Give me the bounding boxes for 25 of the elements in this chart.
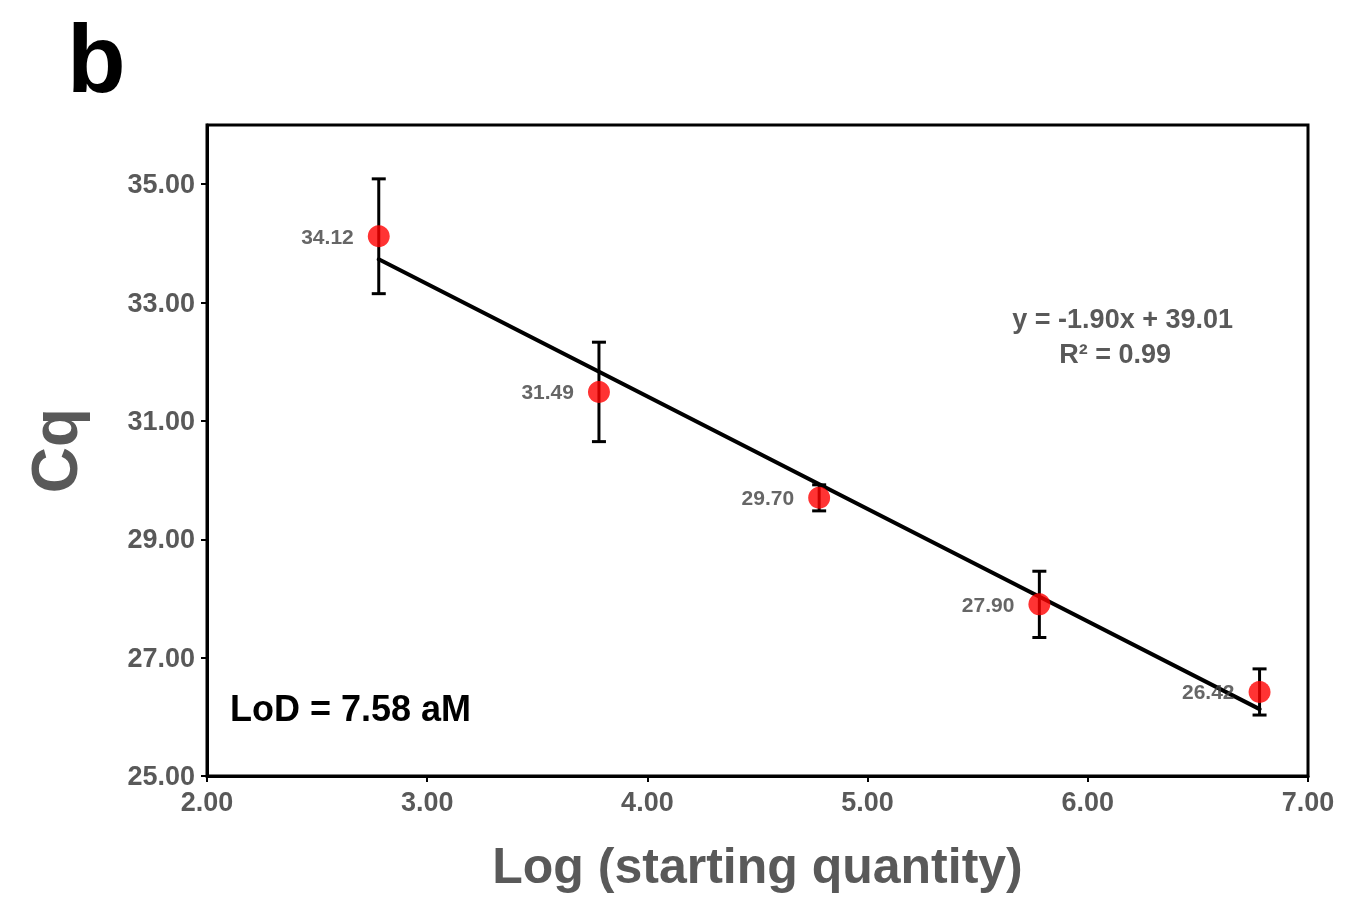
x-tick-label: 5.00 (841, 786, 894, 817)
data-label: 31.49 (521, 380, 574, 404)
y-tick-label: 35.00 (127, 169, 195, 200)
x-axis-title: Log (starting quantity) (492, 838, 1023, 894)
x-tick-label: 4.00 (621, 786, 674, 817)
x-tick-label: 7.00 (1281, 786, 1335, 817)
annotation: R² = 0.99 (1059, 338, 1171, 369)
point (1248, 680, 1271, 703)
point (367, 225, 390, 248)
y-tick-label: 29.00 (127, 524, 195, 555)
x-tick-label: 3.00 (400, 786, 454, 817)
annotation: y = -1.90x + 39.01 (1012, 303, 1234, 334)
y-tick-label: 31.00 (127, 405, 195, 436)
point (587, 380, 610, 403)
y-axis-title: Cq (19, 407, 91, 494)
point (1028, 593, 1051, 616)
data-label: 27.90 (961, 592, 1015, 616)
annotation: LoD = 7.58 aM (230, 687, 472, 729)
point (808, 486, 831, 509)
y-tick-label: 27.00 (127, 642, 195, 673)
x-tick-label: 6.00 (1061, 786, 1115, 817)
chart-title: b (67, 4, 126, 112)
data-label: 34.12 (301, 224, 354, 248)
data-label: 29.70 (741, 486, 795, 510)
y-tick-label: 33.00 (127, 287, 195, 318)
